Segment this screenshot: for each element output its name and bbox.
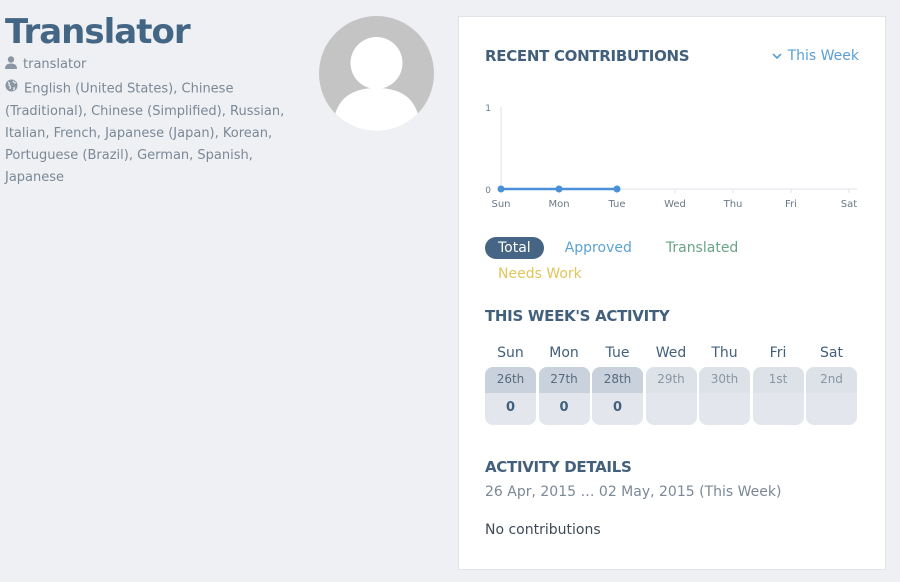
day-column-tue: Tue 28th 0 [592,343,643,425]
user-icon [5,56,17,73]
week-activity-title: THIS WEEK'S ACTIVITY [485,307,670,325]
profile-languages: English (United States), Chinese (Tradit… [5,78,305,189]
day-count [699,393,750,425]
range-label: This Week [787,48,859,64]
day-count: 0 [612,400,623,415]
contributions-panel: RECENT CONTRIBUTIONS This Week 0 1 Sun Mon T… [458,16,886,570]
day-name: Tue [605,345,630,361]
day-box[interactable]: 29th [645,367,697,425]
avatar [319,16,434,131]
day-date: 29th [645,367,697,393]
day-box[interactable]: 30th [699,367,750,425]
day-count [753,393,804,425]
activity-details-title: ACTIVITY DETAILS [485,458,632,476]
data-point-sun [497,185,505,193]
week-activity-grid: Sun 26th 0 Mon 27th 0 Tue 28th 0 Wed 29th Thu 30th Fr… [485,343,860,425]
chevron-down-icon [772,52,782,59]
day-box[interactable]: 27th 0 [538,367,590,425]
data-point-mon [555,185,563,193]
day-column-thu: Thu 30th [699,343,750,425]
filter-approved[interactable]: Approved [564,240,632,256]
x-tick-label-wed: Wed [664,199,686,210]
y-tick-label: 1 [485,104,491,114]
x-tick-label-sat: Sat [841,199,857,210]
username-text: translator [23,57,87,72]
day-name: Sun [497,345,524,361]
day-box[interactable]: 28th 0 [592,367,643,425]
activity-date-range: 26 Apr, 2015 … 02 May, 2015 (This Week) [485,484,782,500]
globe-icon [5,78,18,100]
day-column-sat: Sat 2nd [806,343,857,425]
filter-group: Total Approved Translated Needs Work [485,237,865,285]
languages-text: English (United States), Chinese (Tradit… [5,81,285,185]
day-name: Sat [820,345,843,361]
filter-total[interactable]: Total [485,237,544,259]
filter-needs-work[interactable]: Needs Work [498,266,582,282]
day-box[interactable]: 26th 0 [485,367,536,425]
day-box[interactable]: 1st [752,367,804,425]
day-column-fri: Fri 1st [752,343,804,425]
day-date: 28th [592,367,643,393]
day-date: 1st [752,367,804,393]
x-tick-label-fri: Fri [785,199,797,210]
recent-contributions-title: RECENT CONTRIBUTIONS [485,47,690,65]
day-date: 2nd [806,367,857,393]
x-tick-label-mon: Mon [548,199,569,210]
day-column-wed: Wed 29th [645,343,697,425]
filter-translated[interactable]: Translated [665,240,739,256]
day-name: Fri [769,345,787,361]
day-count: 0 [505,400,516,415]
y-tick-label: 0 [485,186,491,196]
x-tick-label-thu: Thu [723,199,743,210]
day-column-mon: Mon 27th 0 [538,343,590,425]
day-count [646,393,697,425]
no-contributions-text: No contributions [485,522,601,538]
day-date: 30th [699,367,750,393]
day-name: Mon [549,345,579,361]
range-dropdown[interactable]: This Week [772,48,859,64]
day-date: 26th [485,367,536,393]
x-tick-label-tue: Tue [607,199,625,210]
day-column-sun: Sun 26th 0 [485,343,536,425]
contributions-chart: 0 1 Sun Mon Tue Wed Thu Fri Sat [485,104,857,210]
day-box[interactable]: 2nd [806,367,857,425]
data-point-tue [613,185,621,193]
x-tick-label-sun: Sun [491,199,510,210]
day-count: 0 [559,400,569,415]
profile-name: Translator [5,12,191,52]
day-name: Thu [711,345,738,361]
profile-username: translator [5,56,86,73]
avatar-placeholder-icon [333,37,420,131]
day-date: 27th [538,367,590,393]
day-count [806,393,857,425]
day-name: Wed [655,345,687,361]
